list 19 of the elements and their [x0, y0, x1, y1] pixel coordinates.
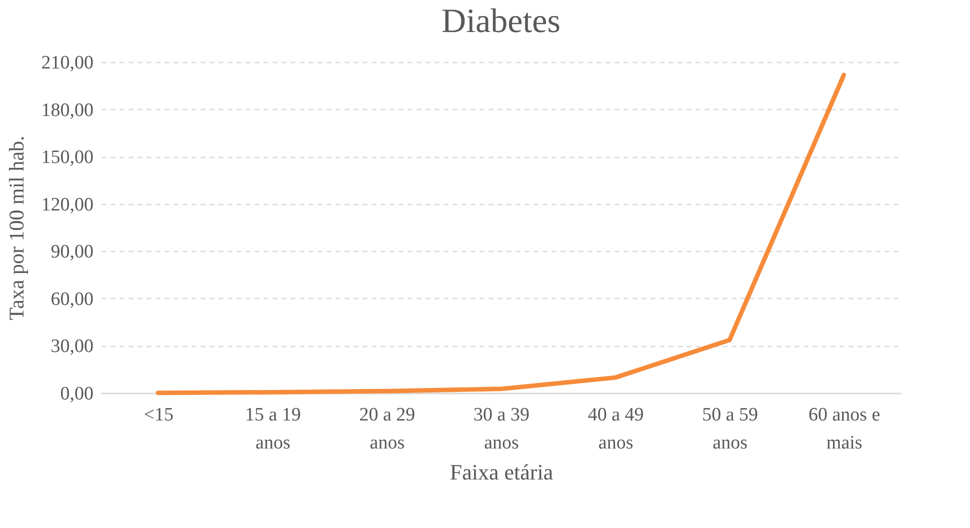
y-axis-title: Taxa por 100 mil hab.: [4, 136, 28, 320]
x-tick-label: 30 a 39 anos: [474, 404, 530, 454]
x-tick-label: 50 a 59 anos: [702, 404, 758, 454]
y-tick-label: 90,00: [50, 242, 94, 263]
x-tick-label: 15 a 19 anos: [244, 404, 301, 454]
y-tick-label: 120,00: [41, 194, 94, 216]
y-tick-label: 150,00: [41, 147, 94, 168]
x-axis-title: Faixa etária: [450, 460, 554, 484]
x-tick-label: 40 a 49 anos: [588, 404, 644, 454]
x-tick-label: 60 anos e mais: [808, 404, 880, 454]
y-tick-label: 180,00: [41, 100, 94, 121]
y-tick-label: 210,00: [41, 52, 94, 74]
y-tick-label: 30,00: [50, 336, 94, 358]
x-tick-label: <15: [144, 404, 174, 426]
y-tick-label: 0,00: [60, 384, 94, 404]
line-series: [156, 72, 846, 396]
y-tick-label: 60,00: [50, 288, 94, 310]
chart-title: Diabetes: [442, 3, 560, 40]
x-tick-label: 20 a 29 anos: [359, 404, 416, 454]
